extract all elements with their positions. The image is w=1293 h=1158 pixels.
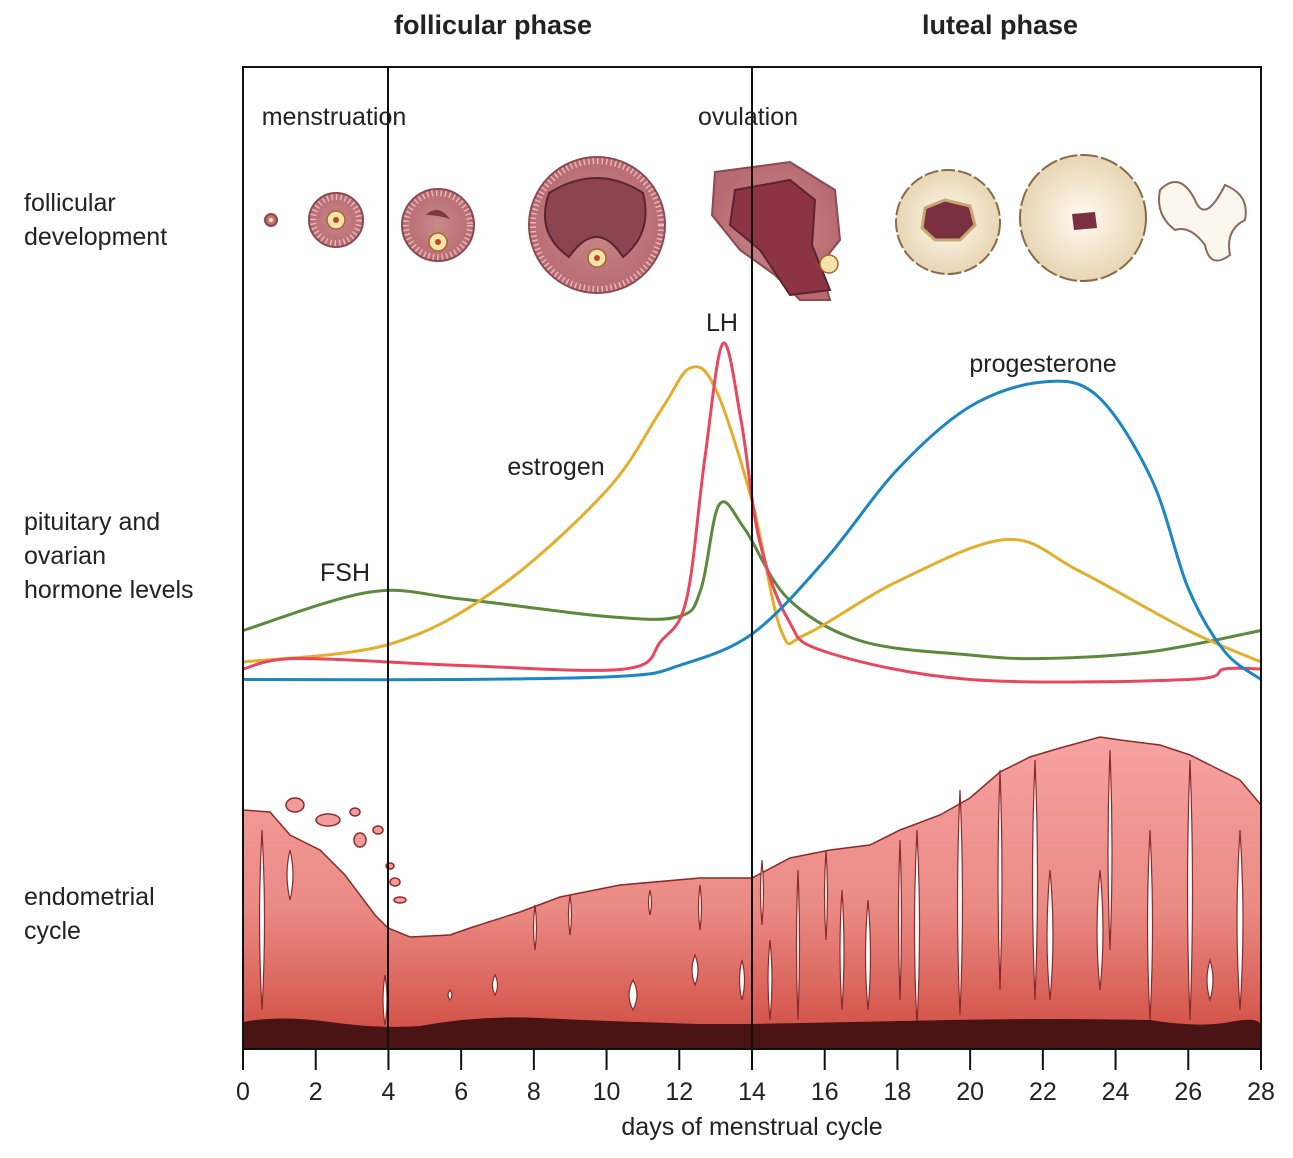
x-tick-label: 10 <box>592 1078 621 1106</box>
oocyte-nucleus <box>333 217 339 223</box>
progesterone-label: progesterone <box>969 350 1117 378</box>
granulosa-texture <box>403 190 473 260</box>
follicular-phase-header: follicular phase <box>393 10 593 40</box>
uterine-gland <box>447 989 453 1001</box>
x-tick-label: 22 <box>1028 1078 1057 1106</box>
uterine-gland <box>839 889 845 1011</box>
shed-tissue-fragment <box>389 877 401 887</box>
uterine-gland <box>1236 829 1244 1011</box>
x-tick-label: 14 <box>738 1078 766 1106</box>
endometrial-cycle-label: endometrial cycle <box>24 880 155 948</box>
uterine-gland <box>258 829 266 1011</box>
shed-tissue-fragment <box>315 813 341 827</box>
label-line: ovarian <box>24 542 106 570</box>
x-axis-ticks <box>242 1049 1262 1070</box>
fsh-curve <box>242 500 1262 661</box>
uterine-gland <box>1206 957 1214 1003</box>
uterine-gland <box>628 978 638 1012</box>
antrum <box>426 209 450 219</box>
label-line: hormone levels <box>24 576 194 604</box>
shed-tissue-fragment <box>353 832 367 848</box>
x-tick-label: 6 <box>454 1078 469 1106</box>
uterine-gland <box>1146 829 1154 1021</box>
lh-label: LH <box>706 309 738 337</box>
uterine-gland <box>697 884 703 931</box>
corpus-luteum-center <box>920 198 977 242</box>
follicular-development-illustrations <box>264 154 1247 301</box>
corpus-luteum-center <box>1072 212 1097 230</box>
antrum <box>544 177 647 259</box>
oocyte-nucleus <box>594 255 600 261</box>
uterine-gland <box>759 859 765 926</box>
lh-curve <box>242 341 1262 684</box>
x-tick-label: 28 <box>1247 1078 1275 1106</box>
ovulation-label: ovulation <box>697 103 799 131</box>
uterine-gland <box>1031 759 1039 1001</box>
follicle-stage-3 <box>401 188 475 262</box>
granulosa-texture <box>530 158 664 292</box>
uterine-gland <box>567 894 573 936</box>
uterine-gland <box>897 839 903 1001</box>
shed-tissue-fragment <box>393 896 407 904</box>
shed-tissue-fragment <box>349 807 361 817</box>
label-line: development <box>24 223 168 251</box>
uterine-gland <box>997 769 1003 991</box>
uterine-gland <box>286 849 294 901</box>
uterine-gland <box>795 869 801 1021</box>
uterine-gland <box>1046 869 1054 1001</box>
x-tick-label: 18 <box>883 1078 912 1106</box>
uterine-gland <box>738 959 746 1001</box>
granulosa-texture <box>310 194 362 246</box>
oocyte-icon <box>269 218 273 222</box>
label-line: cycle <box>24 917 81 945</box>
x-tick-label: 12 <box>665 1078 694 1106</box>
hormone-levels-label: pituitary and ovarian hormone levels <box>24 505 194 607</box>
x-tick-label: 26 <box>1174 1078 1203 1106</box>
shed-tissue-fragment <box>372 825 384 835</box>
uterine-gland <box>491 973 499 997</box>
x-tick-label: 4 <box>381 1078 396 1106</box>
x-tick-label: 16 <box>810 1078 839 1106</box>
progesterone-curve <box>242 379 1262 682</box>
shed-tissue-fragment <box>285 797 305 813</box>
uterine-gland <box>382 974 388 1026</box>
uterine-gland <box>1107 749 1113 951</box>
label-line: follicular <box>24 189 116 217</box>
x-tick-label: 2 <box>308 1078 323 1106</box>
uterine-gland <box>864 899 872 1011</box>
luteal-phase-header: luteal phase <box>921 10 1079 40</box>
uterine-gland <box>647 889 653 916</box>
menstruation-label: menstruation <box>261 103 407 131</box>
uterine-gland <box>823 849 829 941</box>
uterine-gland <box>1096 869 1104 991</box>
uterine-gland <box>1186 759 1194 1021</box>
uterine-gland <box>767 939 773 1021</box>
x-tick-label: 24 <box>1101 1078 1130 1106</box>
estrogen-label: estrogen <box>507 453 605 481</box>
uterine-gland <box>913 829 921 1026</box>
x-axis-title: days of menstrual cycle <box>621 1113 883 1141</box>
uterine-gland <box>956 789 964 1016</box>
follicular-development-label: follicular development <box>24 186 167 254</box>
uterine-gland <box>532 904 538 951</box>
fsh-label: FSH <box>320 559 370 587</box>
oocyte-nucleus <box>435 239 441 245</box>
ruptured-antrum <box>728 178 832 297</box>
x-tick-label: 0 <box>236 1078 250 1106</box>
label-line: endometrial <box>24 883 155 911</box>
x-tick-label: 20 <box>956 1078 985 1106</box>
corpus-albicans <box>1158 181 1247 262</box>
x-tick-label: 8 <box>526 1078 541 1106</box>
label-line: pituitary and <box>24 508 161 536</box>
released-oocyte-icon <box>819 254 839 274</box>
uterine-gland <box>691 953 699 987</box>
